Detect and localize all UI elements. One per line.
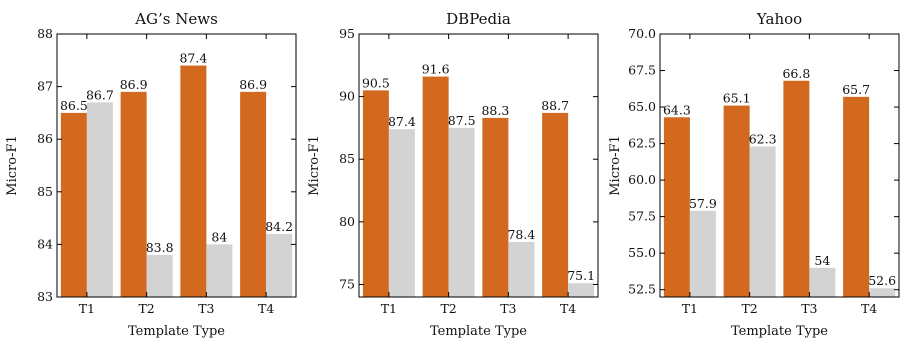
y-axis-label: Micro-F1 (608, 135, 623, 195)
chart-panel-1: 86.586.7 86.9 83.8 87.4 84 86.9 84.2 83 84 85 86 87… (5, 10, 297, 339)
data-label: 84.2 (265, 219, 293, 234)
bar-t3-series1 (783, 80, 810, 297)
data-label: 62.3 (749, 132, 777, 147)
y-tick-label: 88 (37, 26, 53, 41)
bar-t1-series2 (689, 210, 716, 297)
data-label: 91.6 (422, 62, 450, 77)
data-label: 86.5 (60, 98, 88, 113)
y-tick-label: 80 (339, 214, 355, 229)
x-tick-label: T3 (801, 301, 817, 316)
plot-frame (659, 33, 900, 298)
bar-t1-series1 (663, 117, 690, 297)
plot-frame (358, 33, 599, 298)
bar-t4-series2 (266, 233, 293, 297)
x-tick-label: T2 (138, 301, 154, 316)
x-tick-label: T4 (861, 301, 877, 316)
data-label: 88.7 (541, 98, 569, 113)
data-label: 57.9 (689, 196, 717, 211)
data-label: 54 (814, 253, 830, 268)
bar-t2-series1 (120, 91, 147, 297)
chart-panel-3: 64.3 57.9 65.1 62.3 66.8 54 65.7 52.6 52.5 55.0 57… (608, 10, 900, 339)
bar-t4-series2 (869, 288, 896, 297)
x-tick-label: T3 (500, 301, 516, 316)
y-tick-label: 67.5 (628, 63, 656, 78)
data-label: 66.8 (782, 66, 810, 81)
chart-title: AG’s News (134, 10, 218, 28)
y-tick-label: 84 (37, 236, 53, 251)
y-tick-label: 90 (339, 89, 355, 104)
data-label: 64.3 (663, 102, 691, 117)
bar-t4-series1 (542, 112, 569, 298)
y-tick-label: 95 (339, 26, 355, 41)
y-axis-label: Micro-F1 (5, 135, 20, 195)
x-tick-label: T2 (440, 301, 456, 316)
y-tick-label: 85 (37, 184, 53, 199)
x-tick-label: T3 (198, 301, 214, 316)
data-label: 87.4 (388, 114, 416, 129)
x-tick-label: T4 (560, 301, 576, 316)
data-label: 86.9 (120, 77, 148, 92)
bar-t4-series1 (843, 96, 870, 297)
plot-frame (56, 33, 297, 298)
data-label: 84 (211, 229, 227, 244)
bar-t1-series2 (388, 129, 415, 297)
y-axis-label: Micro-F1 (307, 135, 322, 195)
x-tick-label: T1 (381, 301, 397, 316)
bar-t2-series2 (448, 127, 475, 298)
bar-t4-series1 (240, 91, 267, 297)
bar-t1-series1 (60, 112, 87, 298)
y-tick-label: 86 (37, 131, 53, 146)
y-tick-label: 65.0 (628, 99, 656, 114)
y-tick-label: 55.0 (628, 245, 656, 260)
bar-t1-series2 (86, 102, 113, 297)
chart-title: DBPedia (446, 10, 511, 28)
chart-title: Yahoo (756, 10, 802, 28)
data-label: 75.1 (567, 268, 595, 283)
bar-t2-series1 (422, 76, 449, 297)
x-axis-label: Template Type (731, 324, 828, 339)
bar-t3-series1 (482, 117, 509, 297)
data-label: 65.7 (842, 82, 870, 97)
data-label: 87.4 (179, 51, 207, 66)
bar-t4-series2 (568, 283, 595, 297)
bar-t3-series2 (508, 241, 535, 297)
data-label: 87.5 (448, 113, 476, 128)
bar-t2-series1 (723, 105, 750, 297)
y-tick-label: 70.0 (628, 26, 656, 41)
bar-t2-series2 (146, 254, 173, 297)
bar-t3-series2 (206, 244, 233, 297)
bar-t3-series1 (180, 65, 207, 297)
y-tick-label: 62.5 (628, 136, 656, 151)
y-tick-label: 75 (339, 276, 355, 291)
y-tick-label: 60.0 (628, 172, 656, 187)
x-tick-label: T1 (682, 301, 698, 316)
x-tick-label: T4 (258, 301, 274, 316)
data-label: 65.1 (723, 91, 751, 106)
bar-t2-series2 (749, 146, 776, 297)
bar-t1-series1 (362, 90, 389, 297)
data-label: 88.3 (481, 103, 509, 118)
y-tick-label: 85 (339, 151, 355, 166)
x-tick-label: T1 (79, 301, 95, 316)
x-axis-label: Template Type (430, 324, 527, 339)
y-tick-label: 52.5 (628, 282, 656, 297)
x-tick-label: T2 (741, 301, 757, 316)
data-label: 78.4 (507, 227, 535, 242)
y-tick-label: 83 (37, 289, 53, 304)
data-label: 86.7 (86, 87, 114, 102)
y-tick-label: 87 (37, 79, 53, 94)
chart-panel-2: 90.5 87.4 91.6 87.5 88.3 78.4 88.7 75.1 75 80 85 90… (307, 10, 599, 339)
data-label: 52.6 (868, 273, 896, 288)
data-label: 90.5 (362, 75, 390, 90)
y-tick-label: 57.5 (628, 209, 656, 224)
data-label: 83.8 (146, 240, 174, 255)
x-axis-label: Template Type (128, 324, 225, 339)
bar-t3-series2 (809, 267, 836, 297)
data-label: 86.9 (239, 77, 267, 92)
